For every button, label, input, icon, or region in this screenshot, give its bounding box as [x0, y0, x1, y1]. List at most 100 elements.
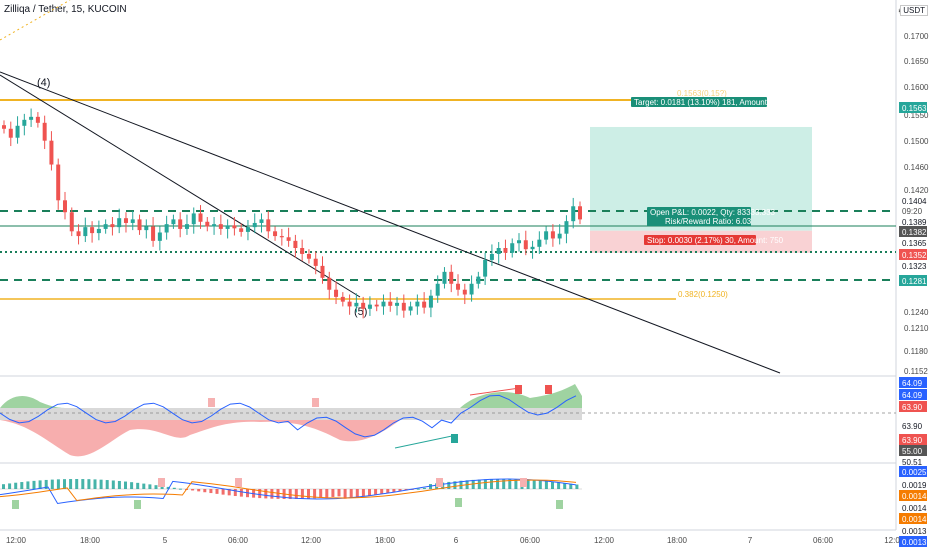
price-label-sub: 09:20 — [902, 207, 923, 216]
currency-unit[interactable]: USDT — [900, 5, 928, 16]
macd-histogram-bar — [258, 489, 262, 499]
candle-body — [422, 301, 427, 308]
candle-body — [469, 283, 474, 295]
time-tick: 12:00 — [594, 536, 615, 545]
candle-body — [564, 221, 569, 234]
candle-body — [557, 233, 562, 239]
rsi-signal-marker — [312, 398, 319, 407]
candle-body — [361, 302, 366, 309]
fib-label-0382: 0.382(0.1250) — [678, 290, 728, 299]
rsi-line — [0, 394, 577, 438]
price-label: 0.1365 — [902, 239, 927, 248]
candle-body — [151, 226, 156, 241]
macd-histogram-bar — [8, 483, 12, 489]
rsi-divergence-line — [394, 435, 453, 449]
candle-body — [503, 248, 508, 253]
time-tick: 7 — [748, 536, 753, 545]
candle-body — [428, 295, 433, 308]
rsi-label: 64.09 — [902, 391, 923, 400]
candle-body — [462, 289, 467, 295]
macd-histogram-bar — [288, 489, 292, 499]
candle-body — [415, 301, 420, 307]
candle-body — [367, 304, 372, 309]
rsi-signal-marker — [515, 385, 522, 394]
time-tick: 6 — [454, 536, 459, 545]
macd-histogram-bar — [81, 479, 85, 489]
macd-histogram-bar — [459, 480, 463, 489]
candle-body — [354, 302, 359, 307]
macd-histogram-bar — [209, 489, 213, 494]
candle-body — [225, 225, 230, 229]
rsi-signal-marker-bull — [451, 434, 458, 443]
macd-histogram-bar — [496, 479, 500, 489]
candle-body — [313, 258, 318, 266]
candle-body — [49, 140, 54, 165]
macd-line — [0, 478, 577, 505]
macd-label-bg — [899, 479, 927, 490]
price-label: 0.1281 — [902, 277, 927, 286]
macd-histogram-bar — [93, 479, 97, 489]
rsi-signal-marker — [208, 398, 215, 407]
candle-body — [245, 227, 250, 232]
price-tick: 0.1600 — [904, 83, 929, 92]
fib-label-upper: 0.1563(0.15?) — [677, 89, 727, 98]
macd-histogram-bar — [416, 488, 420, 490]
candle-body — [15, 125, 20, 138]
candle-body — [395, 302, 400, 306]
macd-histogram-bar — [14, 482, 18, 489]
time-tick: 06:00 — [228, 536, 249, 545]
macd-histogram-bar — [203, 489, 207, 493]
candle-body — [198, 213, 203, 222]
macd-histogram-bar — [532, 480, 536, 489]
time-tick: 06:00 — [813, 536, 834, 545]
candle-body — [476, 276, 481, 284]
candle-body — [510, 243, 515, 253]
candle-body — [164, 224, 169, 233]
candle-body — [496, 248, 501, 254]
macd-histogram-bar — [331, 489, 335, 497]
macd-histogram-bar — [117, 480, 121, 489]
macd-label-bg — [899, 536, 927, 547]
rsi-signal-marker — [545, 385, 552, 394]
candle-body — [388, 301, 393, 306]
candle-body — [178, 219, 183, 229]
candle-body — [489, 253, 494, 260]
macd-label: 0.0014 — [902, 492, 927, 501]
candle-body — [239, 228, 244, 232]
macd-histogram-bar — [294, 489, 298, 499]
candle-body — [144, 226, 149, 231]
candle-body — [184, 224, 189, 229]
candle-body — [578, 206, 582, 220]
candle-body — [544, 231, 549, 240]
macd-histogram-bar — [422, 487, 426, 489]
macd-histogram-bar — [142, 483, 146, 489]
price-label-bg — [899, 249, 927, 260]
macd-histogram-bar — [130, 482, 134, 489]
candle-body — [340, 296, 345, 302]
macd-histogram-bar — [569, 483, 573, 489]
candle-body — [259, 219, 264, 223]
macd-histogram-bar — [526, 479, 530, 489]
rsi-label: 64.09 — [902, 379, 923, 388]
rsi-band — [0, 408, 582, 420]
macd-histogram-bar — [160, 486, 164, 489]
macd-label-bg — [899, 466, 927, 477]
trendline-upper — [0, 71, 781, 374]
wave-label-4: (4) — [37, 77, 50, 89]
macd-label: 0.0014 — [902, 515, 927, 524]
price-tick: 0.1240 — [904, 308, 929, 317]
macd-histogram-bar — [477, 479, 481, 489]
candle-body — [22, 119, 27, 126]
trendline-lower — [0, 74, 361, 298]
candle-body — [306, 253, 311, 259]
macd-histogram-bar — [551, 481, 554, 489]
macd-histogram-bar — [215, 489, 219, 494]
macd-histogram-bar — [2, 484, 5, 489]
candle-body — [537, 239, 542, 247]
stop-label-box — [644, 235, 756, 245]
time-tick: 18:00 — [80, 536, 101, 545]
candle-body — [29, 116, 34, 120]
candle-body — [374, 304, 379, 307]
macd-histogram-bar — [544, 481, 548, 489]
